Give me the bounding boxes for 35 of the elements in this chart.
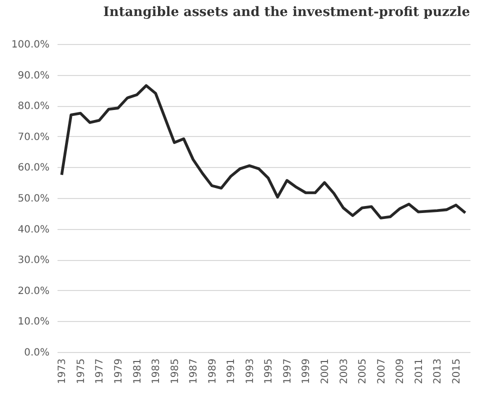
y-tick-label: 100.0% (11, 40, 50, 50)
y-tick-label: 70.0% (18, 132, 50, 143)
x-tick-label: 1979 (114, 358, 125, 384)
x-tick-label: 1989 (207, 358, 218, 384)
x-tick-label: 2001 (320, 358, 332, 384)
y-tick-label: 40.0% (18, 224, 50, 236)
x-tick-label: 1987 (188, 358, 200, 384)
chart-title: Intangible assets and the investment-profit puzzle (103, 5, 470, 20)
x-tick-label: 2003 (338, 358, 350, 384)
x-tick-label: 1993 (244, 358, 256, 384)
y-tick-label: 80.0% (18, 101, 50, 112)
y-tick-label: 20.0% (18, 286, 50, 297)
x-tick-label: 2007 (376, 358, 388, 384)
x-tick-label: 1985 (170, 358, 181, 384)
y-tick-label: 90.0% (18, 70, 50, 82)
x-tick-label: 1973 (57, 358, 68, 384)
y-tick-label: 50.0% (18, 194, 50, 204)
y-tick-label: 30.0% (18, 255, 50, 266)
line-series (60, 84, 467, 220)
x-tick-label: 1995 (264, 358, 275, 384)
x-tick-label: 2005 (358, 358, 369, 384)
x-tick-label: 1977 (94, 358, 106, 384)
x-tick-label: 2011 (414, 358, 425, 384)
x-tick-label: 1997 (282, 358, 294, 384)
x-tick-label: 2015 (451, 358, 462, 384)
y-tick-label: 10.0% (18, 316, 50, 328)
x-tick-label: 2009 (395, 358, 406, 384)
x-tick-label: 1999 (301, 358, 312, 384)
x-tick-label: 1991 (226, 358, 238, 384)
x-tick-label: 1975 (76, 358, 87, 384)
y-tick-label: 60.0% (18, 162, 50, 174)
x-tick-label: 1983 (151, 358, 162, 384)
x-tick-label: 2013 (432, 358, 444, 384)
x-tick-label: 1981 (132, 358, 144, 384)
y-tick-label: 0.0% (24, 348, 50, 358)
